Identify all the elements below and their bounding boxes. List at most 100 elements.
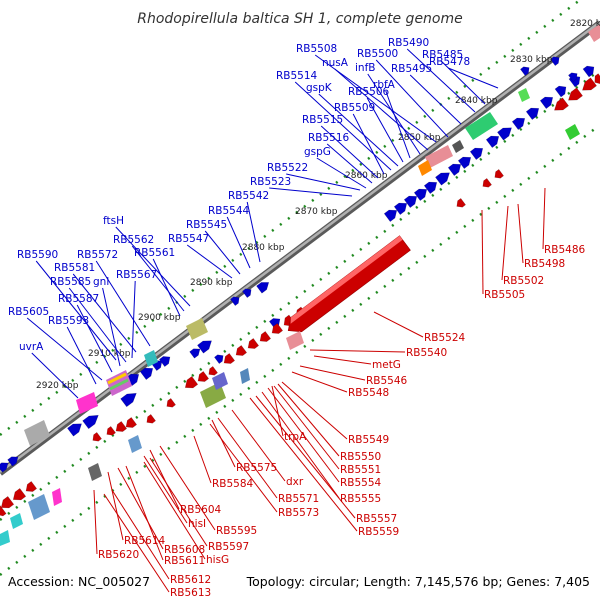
plus-gene-label: gspG: [304, 146, 331, 158]
minus-gene-label: RB5505: [484, 289, 525, 301]
minus-gene-label: RB5612: [170, 574, 211, 586]
minus-leader-line: [299, 365, 366, 381]
plus-gene-arrow: [525, 107, 540, 120]
minus-gene-arrow: [12, 488, 27, 501]
minus-gene-label: hisI: [188, 518, 206, 530]
minus-leader-line: [117, 467, 164, 550]
genome-summary: Topology: circular; Length: 7,145,576 bp…: [246, 574, 590, 589]
rna-feature-box: [212, 372, 228, 390]
minus-gene-label: metG: [372, 359, 401, 371]
plus-leader-line: [131, 245, 185, 312]
plus-gene-arrow: [7, 456, 19, 467]
plus-gene-label: RB5485: [422, 49, 463, 61]
rna-feature-box: [588, 24, 600, 42]
minus-gene-arrow: [125, 417, 138, 428]
minus-gene-label: RB5559: [358, 526, 399, 538]
plus-leader-line: [316, 157, 367, 189]
rna-feature-stripe: [109, 378, 129, 391]
minus-leader-line: [211, 419, 236, 468]
kbp-label: 2880 kbp: [242, 243, 285, 253]
minus-leader-line: [193, 435, 212, 484]
plus-gene-arrow: [197, 340, 212, 354]
minus-leader-line: [255, 395, 356, 519]
rna-feature-box: [10, 513, 23, 529]
plus-gene-label: RB5593: [48, 315, 89, 327]
minus-gene-label: RB5595: [216, 525, 257, 537]
minus-gene-arrow: [259, 331, 272, 342]
plus-gene-arrow: [230, 296, 240, 306]
rna-feature-box: [88, 463, 102, 481]
minus-leader-line: [277, 383, 340, 457]
plus-gene-label: RB5561: [134, 247, 175, 259]
minus-gene-arrow: [146, 414, 156, 424]
plus-leader-line: [375, 59, 449, 138]
rna-feature-box: [418, 160, 432, 176]
plus-gene-label: RB5514: [276, 70, 318, 82]
rna-feature-stripe: [107, 372, 127, 385]
minus-gene-arrow: [271, 323, 284, 334]
plus-gene-arrow: [550, 56, 560, 66]
rna-feature-box: [76, 392, 98, 414]
kbp-label: 2850 kbp: [398, 133, 441, 143]
plus-leader-line: [76, 304, 113, 373]
genome-backbone: [0, 21, 600, 473]
minus-leader-line: [103, 493, 170, 593]
plus-gene-arrow: [242, 288, 252, 298]
minus-leader-line: [517, 203, 524, 264]
minus-leader-line: [271, 385, 284, 437]
rna-feature-box: [425, 145, 453, 168]
minus-gene-arrow: [197, 371, 210, 382]
plus-gene-label: infB: [355, 62, 375, 74]
minus-gene-arrow: [582, 77, 597, 91]
minus-gene-arrow: [208, 366, 218, 376]
plus-leader-line: [326, 143, 373, 184]
plus-strand-features: [0, 56, 595, 473]
minus-gene-label: RB5604: [180, 504, 222, 516]
plus-leader-line: [352, 113, 385, 175]
plus-leader-line: [269, 187, 353, 197]
minus-gene-label: RB5575: [236, 462, 277, 474]
kbp-label: 2820 kbp: [570, 19, 600, 29]
plus-gene-label: nusA: [322, 57, 349, 69]
plus-leader-line: [72, 273, 137, 353]
plus-leader-line: [440, 60, 486, 105]
plus-gene-label: RB5490: [388, 37, 429, 49]
minus-gene-label: RB5498: [524, 258, 565, 270]
plus-gene-arrow: [403, 195, 418, 208]
minus-gene-arrow: [235, 345, 248, 356]
plus-gene-arrow: [539, 96, 554, 109]
rna-feature-box: [286, 331, 304, 350]
plus-gene-arrow: [568, 72, 578, 82]
plus-gene-label: gspK: [306, 82, 333, 94]
plus-gene-arrow: [189, 348, 201, 359]
plus-gene-label: RB5515: [302, 114, 343, 126]
plus-gene-arrow: [497, 127, 512, 141]
minus-gene-label: RB5584: [212, 478, 254, 490]
kbp-label: 2920 kbp: [36, 381, 79, 391]
minus-gene-label: RB5573: [278, 507, 319, 519]
minus-gene-arrow: [568, 87, 583, 101]
minus-gene-arrow: [166, 398, 176, 408]
plus-leader-line: [318, 93, 399, 167]
plus-gene-label: RB5590: [17, 249, 58, 261]
plus-gene-label: RB5585: [50, 276, 91, 288]
minus-gene-label: RB5557: [356, 513, 397, 525]
minus-leader-line: [481, 209, 484, 295]
rna-feature-box: [518, 88, 530, 102]
minus-leader-line: [291, 371, 348, 393]
plus-leader-line: [366, 97, 404, 163]
minus-leader-line: [281, 381, 348, 440]
large-minus-gene: [287, 235, 411, 333]
plus-gene-label: RB5567: [116, 269, 157, 281]
plus-gene-label: RB5522: [267, 162, 308, 174]
plus-gene-label: RB5587: [58, 293, 99, 305]
minus-leader-line: [501, 205, 509, 281]
plus-leader-line: [186, 244, 233, 279]
minus-leader-line: [313, 355, 372, 365]
rna-feature-box: [240, 368, 250, 384]
plus-gene-label: gnl: [93, 276, 109, 288]
minus-gene-label: RB5613: [170, 587, 211, 599]
plus-gene-label: RB5605: [8, 306, 49, 318]
minus-leader-line: [107, 471, 124, 541]
